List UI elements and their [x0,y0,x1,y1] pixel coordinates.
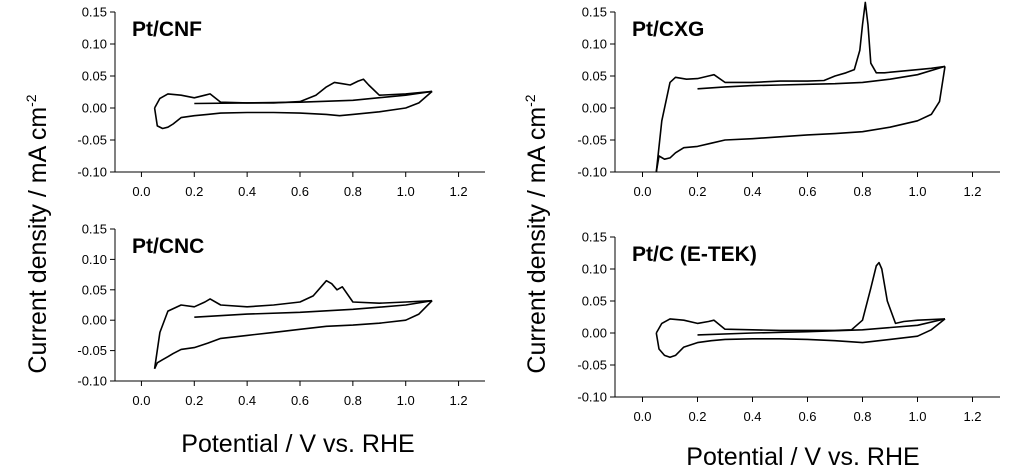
cv-trace-pt-c-etek-2 [655,318,946,359]
x-tick-label: 0.0 [633,409,651,424]
y-tick-label: -0.05 [77,133,107,148]
y-tick-label: 0.05 [82,282,107,297]
y-tick-label: -0.10 [577,390,607,405]
x-tick-label: 0.6 [291,393,309,408]
cv-trace-pt-cxg-3 [697,65,946,90]
x-tick-label: 1.2 [450,184,468,199]
y-tick-label: 0.00 [82,101,107,116]
x-tick-label: 0.4 [238,184,256,199]
x-tick-label: 0.2 [688,184,706,199]
x-tick-label: 0.8 [853,409,871,424]
panel-pt-c-etek: -0.10 -0.05 0.00 0.05 0.10 0.15 0.0 0.2 0.4 0.6 0.… [577,230,1000,424]
panel-title-pt-cxg: Pt/CXG [632,18,704,41]
y-tick-label: 0.10 [582,37,607,52]
y-tick-label: -0.05 [77,343,107,358]
y-tick-label: 0.15 [82,5,107,20]
y-tick-label: 0.15 [582,230,607,245]
x-tick-label: 1.0 [397,393,415,408]
x-tick-label: 0.4 [743,184,761,199]
y-axis-label-left-sup: -2 [23,94,39,107]
x-tick-label: 1.0 [908,409,926,424]
y-tick-label: 0.05 [582,69,607,84]
panel-title-pt-c-etek: Pt/C (E-TEK) [632,243,757,266]
cv-trace-pt-cnc-2 [153,300,433,370]
x-tick-label: 0.2 [688,409,706,424]
x-tick-label: 0.8 [344,184,362,199]
y-tick-label: 0.10 [82,252,107,267]
y-tick-label: 0.10 [582,262,607,277]
x-tick-label: 0.6 [798,184,816,199]
y-tick-label: 0.05 [582,294,607,309]
y-tick-label: -0.05 [577,133,607,148]
cv-trace-pt-cnc-1 [153,279,433,369]
y-axis-label-right: Current density / mA cm-2 [522,94,551,373]
y-tick-label: 0.00 [82,313,107,328]
cv-trace-pt-cnf-3 [194,90,433,105]
panel-title-pt-cnf: Pt/CNF [132,18,202,41]
x-tick-label: 0.8 [853,184,871,199]
x-tick-label: 0.8 [344,393,362,408]
x-tick-label: 1.2 [450,393,468,408]
x-tick-label: 0.6 [798,409,816,424]
y-axis-label-left: Current density / mA cm-2 [23,94,52,373]
y-tick-label: -0.10 [77,374,107,389]
y-tick-label: -0.10 [77,165,107,180]
y-tick-label: 0.00 [582,101,607,116]
y-axis-label-right-sup: -2 [522,94,538,107]
panel-pt-cnc: -0.10 -0.05 0.00 0.05 0.10 0.15 0.0 0.2 0.4 0.6 0.… [77,222,485,408]
y-axis-label-left-text: Current density / mA cm [24,107,52,374]
x-tick-label: 0.2 [185,184,203,199]
y-tick-label: 0.15 [82,222,107,237]
cv-trace-pt-cnf-1 [153,78,433,109]
x-tick-label: 0.6 [291,184,309,199]
x-tick-label: 0.2 [185,393,203,408]
y-axis-label-right-text: Current density / mA cm [523,107,551,374]
x-tick-label: 0.0 [132,393,150,408]
cv-trace-pt-cxg-1 [655,1,946,173]
x-tick-label: 0.4 [743,409,761,424]
x-tick-label: 0.0 [132,184,150,199]
x-axis-label-right: Potential / V vs. RHE [686,443,919,471]
cv-trace-pt-c-etek-3 [697,318,946,336]
x-tick-label: 1.2 [963,409,981,424]
y-tick-label: 0.15 [582,5,607,20]
panel-pt-cnf: -0.10 -0.05 0.00 0.05 0.10 0.15 0.0 0.2 0.4 0.6 0.… [77,5,485,199]
panel-title-pt-cnc: Pt/CNC [132,235,204,258]
y-tick-label: 0.10 [82,37,107,52]
y-tick-label: -0.05 [577,358,607,373]
x-axis-label-left: Potential / V vs. RHE [181,430,414,458]
x-tick-label: 0.4 [238,393,256,408]
y-tick-label: -0.10 [577,165,607,180]
cv-trace-pt-cnc-3 [194,299,433,318]
y-tick-label: 0.05 [82,69,107,84]
x-tick-label: 1.0 [397,184,415,199]
x-tick-label: 1.0 [908,184,926,199]
cv-trace-pt-cxg-2 [655,66,946,173]
cv-trace-pt-c-etek-1 [655,261,946,334]
x-tick-label: 1.2 [963,184,981,199]
cv-trace-pt-cnf-2 [153,90,433,130]
panel-pt-cxg: -0.10 -0.05 0.00 0.05 0.10 0.15 0.0 0.2 0.4 0.6 0.… [577,1,1000,199]
x-tick-label: 0.0 [633,184,651,199]
y-tick-label: 0.00 [582,326,607,341]
